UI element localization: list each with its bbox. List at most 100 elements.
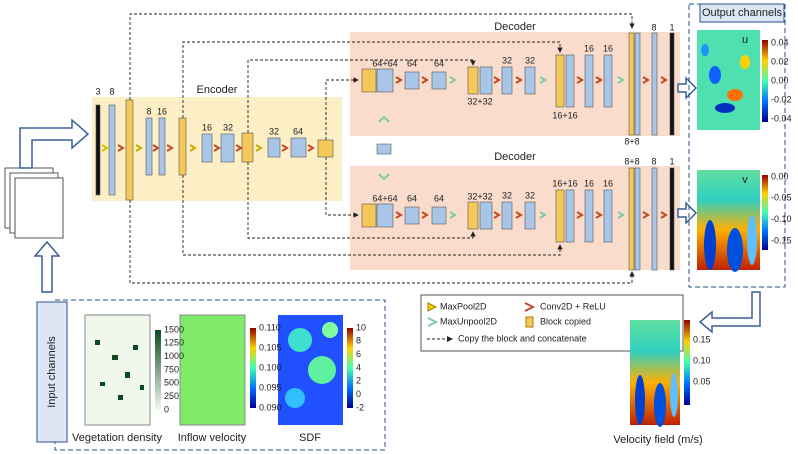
legend-item: Block copied — [540, 316, 591, 326]
tick-label: 0.04 — [771, 37, 789, 47]
block — [524, 201, 536, 230]
caption: Vegetation density — [72, 432, 162, 444]
chevron — [152, 144, 160, 152]
u-label: u — [742, 34, 748, 46]
label: 64 — [407, 58, 417, 68]
chevron — [395, 211, 403, 219]
chevron — [617, 76, 625, 84]
tick-label: 250 — [164, 391, 179, 401]
block — [125, 99, 134, 201]
label: 16 — [584, 178, 594, 188]
chevron — [307, 144, 315, 152]
tick-label: 0.105 — [259, 342, 282, 352]
backgrounds — [92, 32, 680, 270]
tick-label: 10 — [356, 322, 366, 332]
tick-label: 2 — [356, 376, 361, 386]
tick-label: 1500 — [164, 324, 184, 334]
block — [634, 167, 641, 271]
block — [479, 201, 493, 230]
chevron — [421, 76, 429, 84]
encoder-title: Encoder — [197, 84, 238, 96]
tick-label: -0.02 — [771, 94, 792, 104]
label: 64+64 — [372, 58, 397, 68]
label: 16+16 — [552, 178, 577, 188]
block — [404, 71, 420, 90]
label: 64 — [434, 58, 444, 68]
block — [376, 203, 394, 228]
tick-label: 500 — [164, 378, 179, 388]
tick-label: 0 — [164, 404, 169, 414]
block — [584, 54, 594, 108]
tick-label: -0.05 — [771, 193, 792, 203]
label: 8+8 — [624, 136, 639, 146]
chevron — [378, 115, 390, 123]
block — [555, 54, 565, 108]
label: 32+32 — [467, 191, 492, 201]
input-title: Input channels — [46, 336, 58, 408]
chevron — [395, 76, 403, 84]
chevron — [213, 144, 221, 152]
block — [555, 189, 565, 243]
block — [95, 104, 101, 196]
label: 16 — [202, 122, 212, 132]
label: 64 — [293, 126, 303, 136]
decoder-title: Decoder — [494, 151, 536, 163]
label: 32 — [502, 190, 512, 200]
tick-label: 0.02 — [771, 56, 789, 66]
block — [361, 68, 377, 93]
chevron — [493, 76, 501, 84]
tick-label: 750 — [164, 364, 179, 374]
block — [158, 117, 166, 176]
legend-item: Copy the block and concatenate — [458, 333, 587, 343]
label: 32 — [269, 126, 279, 136]
tick-label: 1000 — [164, 351, 184, 361]
chevron — [449, 76, 457, 84]
label: 32 — [502, 55, 512, 65]
tick-label: 0 — [356, 389, 361, 399]
block — [467, 201, 479, 230]
chevron — [189, 144, 197, 152]
velocity-panel — [630, 320, 690, 427]
label: 16 — [603, 43, 613, 53]
block — [267, 137, 281, 158]
tick-label: 0.00 — [771, 171, 789, 181]
label: 16+16 — [552, 110, 577, 120]
tick-label: 0.00 — [771, 75, 789, 85]
block — [628, 32, 635, 136]
label: 8+8 — [624, 156, 639, 166]
input-panels — [36, 299, 386, 451]
chevron — [539, 211, 547, 219]
label: 32 — [525, 55, 535, 65]
tick-label: -0.10 — [771, 214, 792, 224]
label: 16 — [157, 106, 167, 116]
chevron — [135, 144, 143, 152]
chevron — [117, 144, 125, 152]
block — [431, 71, 447, 90]
v-label: v — [742, 174, 748, 186]
chevron — [576, 76, 584, 84]
label: 3 — [95, 86, 100, 96]
block — [524, 66, 536, 95]
block — [431, 206, 447, 225]
block — [201, 133, 213, 163]
chevron — [378, 173, 390, 181]
block — [634, 32, 641, 136]
input-stack — [4, 167, 64, 239]
chevron — [595, 211, 603, 219]
block — [603, 189, 613, 243]
u-panel — [697, 30, 768, 130]
output-title: Output channels — [702, 7, 783, 19]
chevron — [642, 211, 650, 219]
chevron — [660, 211, 668, 219]
caption: Inflow velocity — [178, 432, 247, 444]
label: 8 — [109, 86, 114, 96]
chevron — [642, 76, 650, 84]
chevron — [617, 211, 625, 219]
caption: SDF — [299, 432, 321, 444]
chevron — [101, 144, 109, 152]
output-title-box — [699, 3, 785, 23]
label: 32 — [223, 122, 233, 132]
block — [628, 167, 635, 271]
legend-item: MaxPool2D — [440, 301, 487, 311]
chevron — [421, 211, 429, 219]
